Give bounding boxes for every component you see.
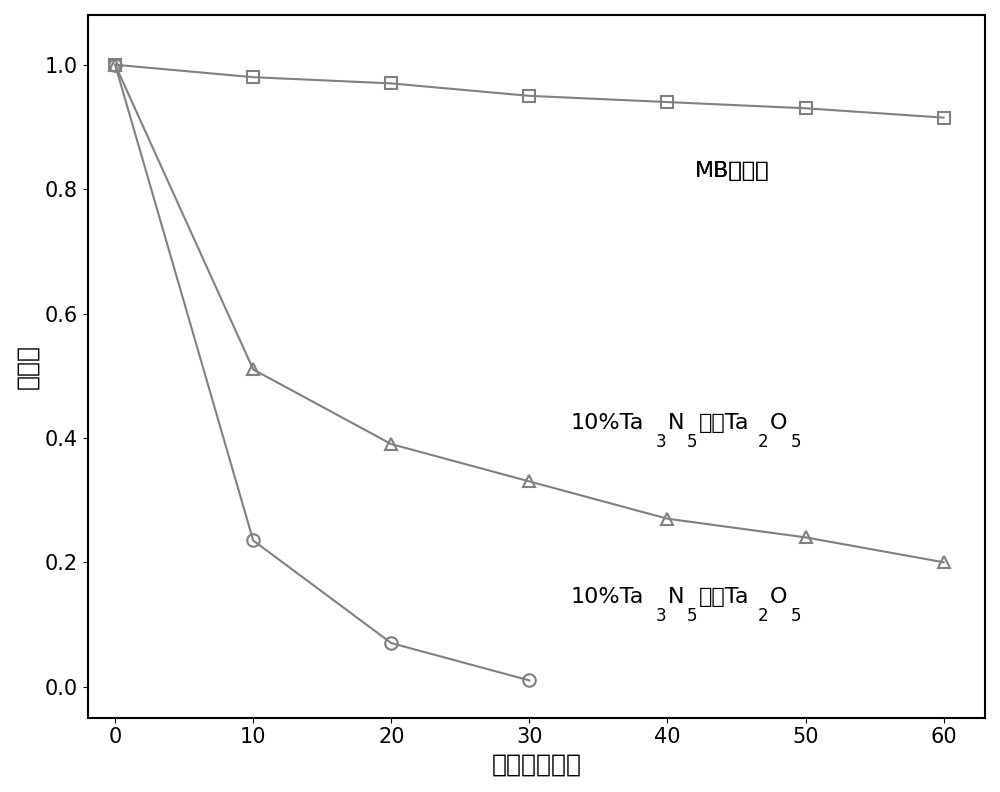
Text: 3: 3 bbox=[656, 433, 666, 451]
Text: O: O bbox=[770, 413, 788, 432]
Text: N: N bbox=[668, 587, 685, 607]
Text: 10%Ta: 10%Ta bbox=[571, 413, 644, 432]
Text: MB白降解: MB白降解 bbox=[695, 161, 770, 181]
Text: 2: 2 bbox=[758, 433, 768, 451]
Text: MB白降解: MB白降解 bbox=[695, 161, 770, 181]
Text: 10%Ta: 10%Ta bbox=[571, 587, 644, 607]
Text: 5: 5 bbox=[790, 607, 801, 626]
Text: 混合Ta: 混合Ta bbox=[699, 413, 750, 432]
Y-axis label: 降解率: 降解率 bbox=[15, 344, 39, 389]
Text: 5: 5 bbox=[687, 433, 698, 451]
Text: O: O bbox=[770, 587, 788, 607]
Text: 5: 5 bbox=[790, 433, 801, 451]
Text: 包覆Ta: 包覆Ta bbox=[699, 587, 750, 607]
Text: 2: 2 bbox=[758, 607, 768, 626]
Text: 3: 3 bbox=[656, 607, 666, 626]
Text: N: N bbox=[668, 413, 685, 432]
X-axis label: 时间（分钟）: 时间（分钟） bbox=[491, 753, 581, 777]
Text: 5: 5 bbox=[687, 607, 698, 626]
